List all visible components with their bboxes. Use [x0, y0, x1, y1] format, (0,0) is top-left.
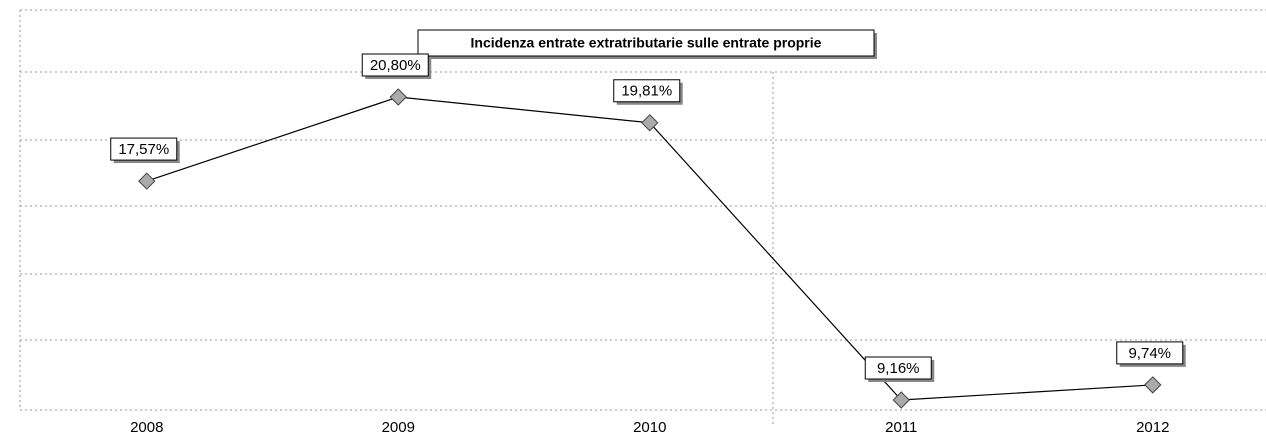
data-label: 9,74% — [1128, 345, 1171, 362]
x-tick-label: 2011 — [885, 419, 917, 436]
data-label: 19,81% — [621, 83, 672, 100]
label-box — [361, 53, 429, 77]
line — [146, 96, 1153, 401]
x-tick-label: 2009 — [382, 419, 415, 436]
title-box — [417, 29, 875, 57]
x-tick-label: 2012 — [1136, 419, 1169, 436]
grid — [19, 9, 1266, 425]
marker — [389, 88, 407, 106]
label-box — [613, 79, 681, 103]
x-tick-label: 2008 — [130, 419, 163, 436]
marker — [138, 172, 156, 190]
data-label: 20,80% — [370, 57, 421, 74]
marker — [892, 391, 910, 409]
marker — [1144, 376, 1162, 394]
label-box — [864, 356, 932, 380]
x-tick-label: 2010 — [633, 419, 666, 436]
data-label: 9,16% — [877, 360, 920, 377]
marker — [641, 114, 659, 132]
label-box — [110, 137, 178, 161]
data-label: 17,57% — [118, 141, 169, 158]
label-box — [1116, 341, 1184, 365]
chart-title: Incidenza entrate extratributarie sulle … — [471, 35, 822, 51]
